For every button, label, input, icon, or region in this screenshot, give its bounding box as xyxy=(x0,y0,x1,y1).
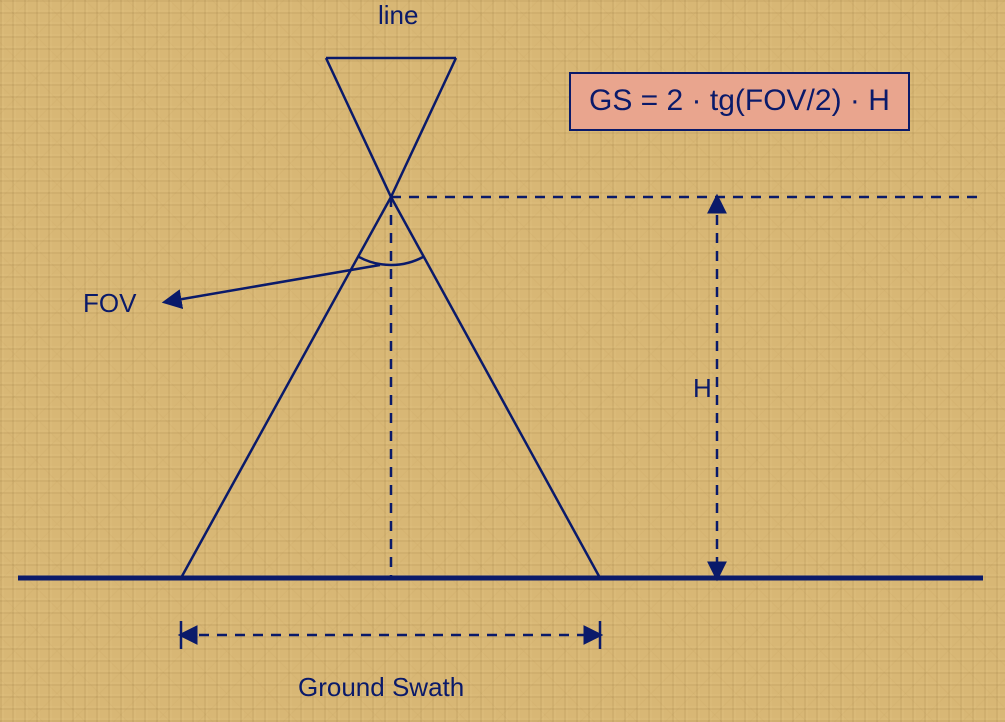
formula-box: GS = 2 · tg(FOV/2) · H xyxy=(569,72,910,131)
ground-swath-label: Ground Swath xyxy=(298,672,464,703)
fov-label: FOV xyxy=(83,288,136,319)
height-label: H xyxy=(693,373,712,404)
line-label: line xyxy=(378,0,418,31)
